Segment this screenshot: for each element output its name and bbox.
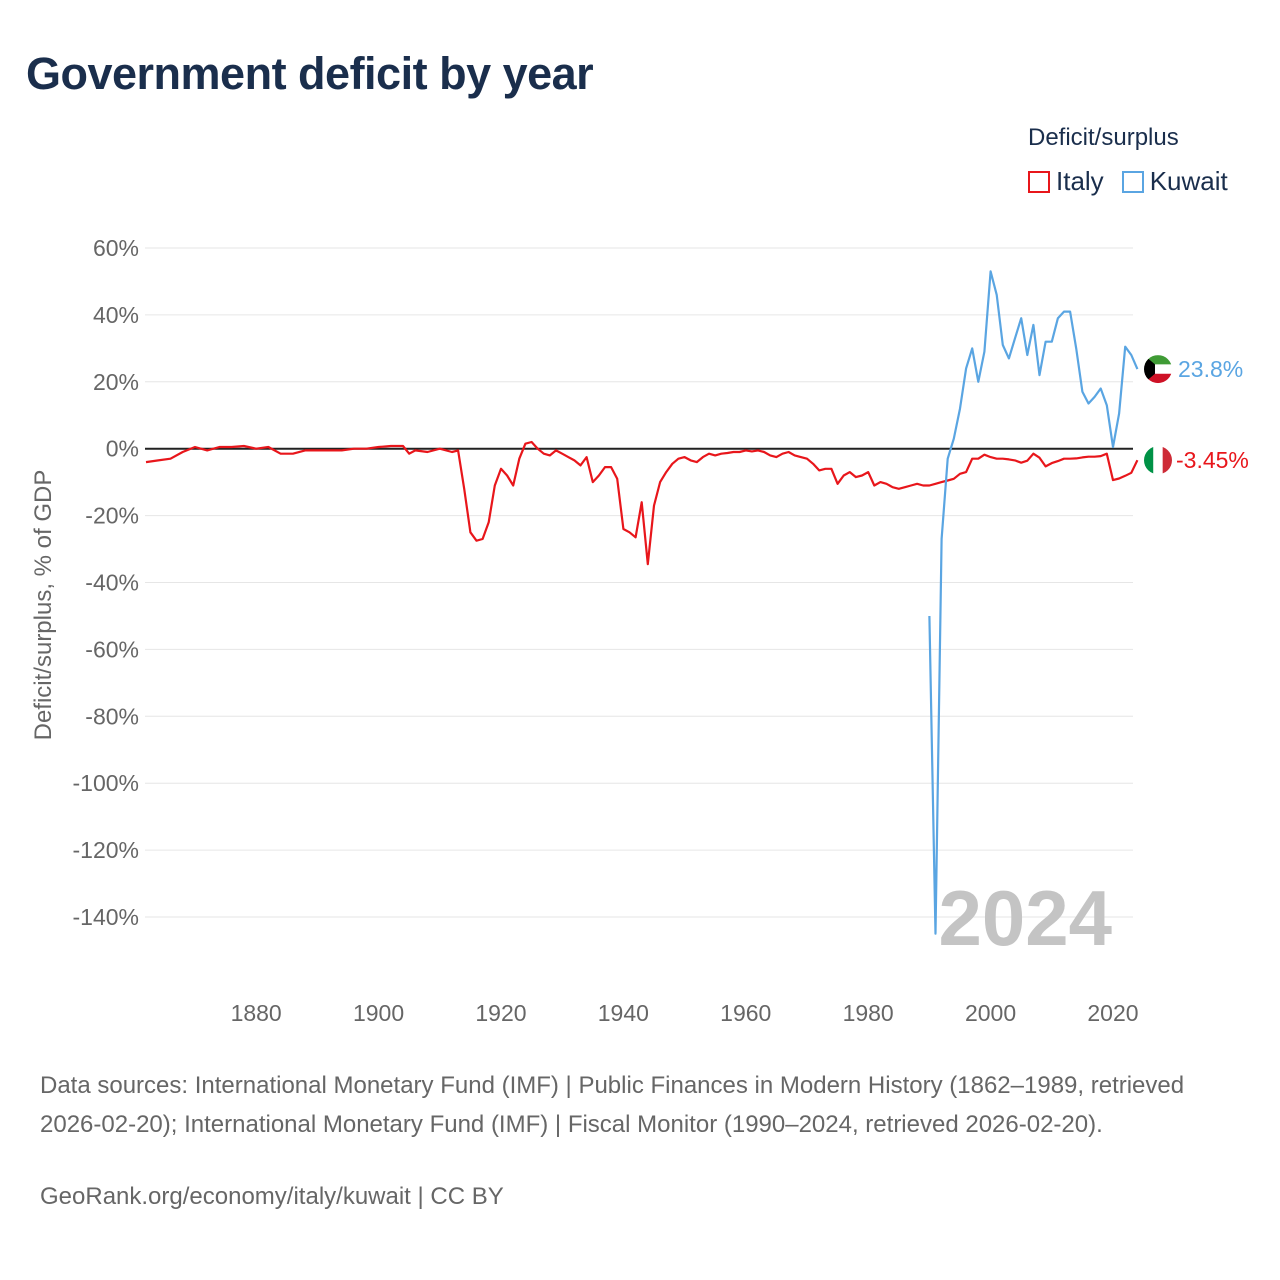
credit-link[interactable]: GeoRank.org/economy/italy/kuwait | CC BY [40,1183,504,1210]
y-tick-label: 0% [106,436,139,462]
chart-area: 60% 40% 20% 0% -20% -40% -60% -80% -100% -120% -14… [30,235,1249,1026]
legend-title: Deficit/surplus [1028,124,1179,151]
legend: Deficit/surplus Italy Kuwait [1028,124,1228,197]
y-tick-label: 60% [93,235,139,261]
y-tick-label: -100% [73,770,139,796]
data-sources: Data sources: International Monetary Fun… [40,1072,1185,1138]
x-tick-label: 1920 [475,1000,526,1026]
kuwait-end-label: 23.8% [1178,356,1243,382]
legend-swatch-italy [1028,170,1050,193]
x-tick-label: 1880 [231,1000,282,1026]
y-tick-label: -140% [73,904,139,930]
series-lines [145,270,1139,935]
year-watermark: 2024 [938,874,1112,962]
y-tick-label: -80% [85,703,139,729]
kuwait-flag-icon [1144,355,1172,384]
end-labels: 23.8% -3.45% [1144,355,1249,475]
legend-swatch-kuwait [1121,170,1144,193]
legend-item-italy[interactable]: Italy [1028,166,1104,197]
italy-end-label: -3.45% [1176,447,1249,473]
series-line-italy [145,440,1139,566]
x-tick-label: 2000 [965,1000,1016,1026]
y-tick-label: -120% [73,837,139,863]
y-tick-label: 40% [93,302,139,328]
x-axis-ticks: 1880 1900 1920 1940 1960 1980 2000 2020 [231,1000,1139,1026]
x-tick-label: 2020 [1087,1000,1138,1026]
y-axis-label: Deficit/surplus, % of GDP [30,470,57,741]
y-tick-label: -60% [85,636,139,662]
y-axis-ticks: 60% 40% 20% 0% -20% -40% -60% -80% -100% -120% -14… [73,235,139,930]
y-tick-label: -20% [85,503,139,529]
legend-label-kuwait: Kuwait [1149,166,1228,196]
chart-title: Government deficit by year [26,48,594,99]
series-line-kuwait [928,270,1139,935]
x-tick-label: 1940 [598,1000,649,1026]
x-tick-label: 1900 [353,1000,404,1026]
x-tick-label: 1980 [843,1000,894,1026]
legend-label-italy: Italy [1056,166,1104,196]
y-tick-label: -40% [85,570,139,596]
italy-flag-icon [1144,446,1172,475]
x-tick-label: 1960 [720,1000,771,1026]
legend-item-kuwait[interactable]: Kuwait [1121,166,1228,197]
y-tick-label: 20% [93,369,139,395]
